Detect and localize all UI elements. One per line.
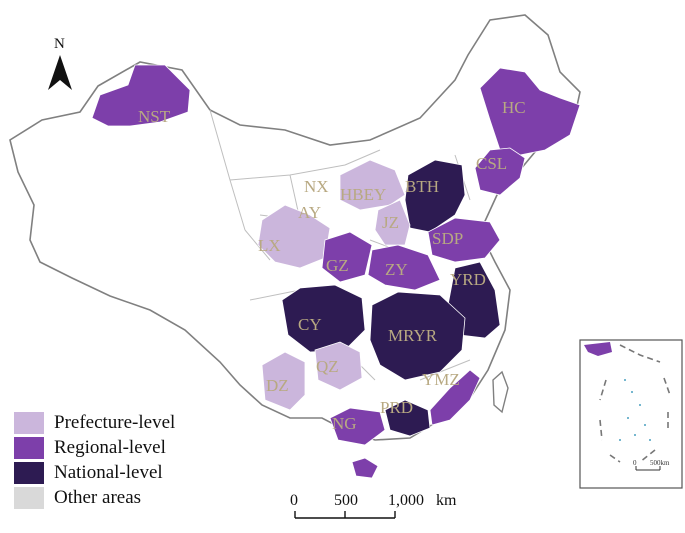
label-prd: PRD — [380, 398, 413, 417]
label-ay: AY — [298, 203, 321, 222]
legend-item-other: Other areas — [14, 485, 175, 510]
label-dz: DZ — [266, 376, 289, 395]
region-csl[interactable] — [474, 147, 526, 196]
label-qz: QZ — [316, 357, 339, 376]
region-mryr[interactable] — [369, 291, 466, 381]
legend-label-prefecture: Prefecture-level — [54, 411, 176, 433]
inset-scale-zero: 0 — [633, 459, 637, 467]
north-arrow-label: N — [54, 36, 65, 52]
region-dz[interactable] — [261, 351, 306, 411]
south-china-sea-inset: 0 500km — [579, 339, 683, 489]
region-hc[interactable] — [479, 67, 581, 156]
legend-label-other: Other areas — [54, 486, 142, 508]
legend-item-regional: Regional-level — [14, 435, 175, 460]
region-cy[interactable] — [281, 284, 366, 353]
label-lx: LX — [258, 236, 281, 255]
legend-swatch-prefecture — [14, 411, 44, 434]
scale-tick-1000: 1,000 — [388, 492, 424, 509]
scale-bar — [294, 511, 396, 519]
region-gz[interactable] — [321, 231, 373, 283]
label-jz: JZ — [382, 213, 399, 232]
label-csl: CSL — [476, 154, 507, 173]
legend-label-national: National-level — [54, 461, 163, 483]
scale-bar-labels: 0 500 1,000 km — [284, 492, 484, 532]
scale-unit: km — [436, 492, 457, 509]
region-hainan[interactable] — [351, 457, 379, 479]
label-zy: ZY — [385, 260, 408, 279]
label-bth: BTH — [405, 177, 439, 196]
legend-swatch-regional — [14, 436, 44, 459]
taiwan-island — [492, 370, 509, 414]
label-yrd: YRD — [450, 270, 486, 289]
label-gz: GZ — [326, 256, 349, 275]
legend-label-regional: Regional-level — [54, 436, 166, 458]
label-nx: NX — [304, 177, 329, 196]
label-sdp: SDP — [432, 229, 463, 248]
label-ymz: YMZ — [422, 370, 460, 389]
legend-swatch-national — [14, 461, 44, 484]
scale-tick-500: 500 — [334, 492, 358, 509]
region-ng[interactable] — [329, 407, 386, 446]
label-hc: HC — [502, 98, 526, 117]
legend: Prefecture-level Regional-level National… — [14, 410, 175, 510]
inset-scale-label: 500km — [650, 459, 670, 467]
legend-swatch-other — [14, 486, 44, 509]
region-sdp[interactable] — [427, 217, 501, 263]
label-hbey: HBEY — [340, 185, 386, 204]
label-mryr: MRYR — [388, 326, 438, 345]
region-hbey[interactable] — [339, 159, 406, 211]
north-arrow: N — [48, 36, 72, 90]
label-nst: NST — [138, 107, 171, 126]
region-bth[interactable] — [404, 159, 466, 233]
region-prd[interactable] — [384, 399, 431, 437]
region-zy[interactable] — [367, 244, 441, 291]
label-ng: NG — [332, 414, 357, 433]
region-southeast-coast[interactable] — [429, 369, 481, 426]
label-cy: CY — [298, 315, 322, 334]
scale-tick-0: 0 — [290, 492, 298, 509]
north-arrow-icon — [48, 55, 72, 90]
legend-item-national: National-level — [14, 460, 175, 485]
legend-item-prefecture: Prefecture-level — [14, 410, 175, 435]
region-nst[interactable] — [91, 64, 191, 127]
region-qz[interactable] — [314, 341, 363, 391]
region-jz[interactable] — [374, 199, 411, 246]
